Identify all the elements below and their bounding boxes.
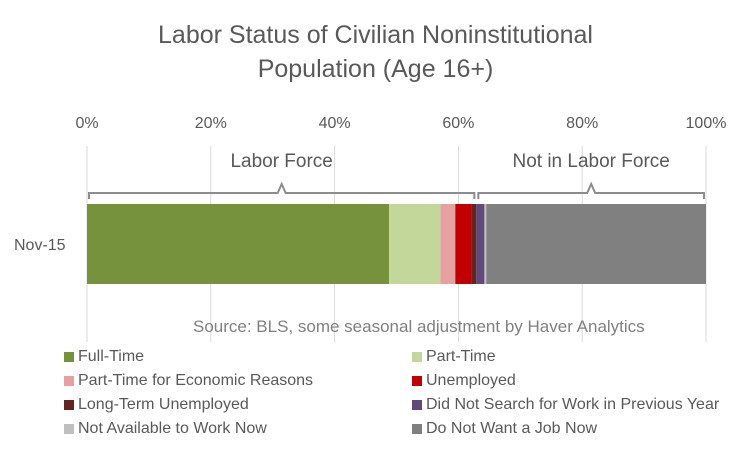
legend-label: Full-Time <box>78 348 145 365</box>
bar-segment <box>486 204 706 284</box>
legend-swatch <box>412 400 422 410</box>
x-tick-label: 20% <box>195 115 227 132</box>
bracket <box>88 181 476 199</box>
legend-swatch <box>412 376 422 386</box>
legend-swatch <box>412 424 422 434</box>
legend-item: Part-Time <box>412 346 496 368</box>
legend-item: Part-Time for Economic Reasons <box>64 370 313 392</box>
legend-item: Unemployed <box>412 370 516 392</box>
bracket <box>477 181 705 199</box>
legend-label: Did Not Search for Work in Previous Year <box>426 396 720 413</box>
legend-swatch <box>412 352 422 362</box>
legend-label: Part-Time for Economic Reasons <box>78 372 314 389</box>
legend-label: Do Not Want a Job Now <box>426 420 598 437</box>
bar-segment <box>440 204 456 284</box>
legend-item: Do Not Want a Job Now <box>412 418 597 440</box>
y-category-label: Nov-15 <box>14 237 66 254</box>
legend-item: Not Available to Work Now <box>64 418 267 440</box>
legend-swatch <box>64 400 74 410</box>
x-tick-label: 100% <box>686 115 727 132</box>
x-tick-label: 80% <box>566 115 598 132</box>
source-annotation: Source: BLS, some seasonal adjustment by… <box>193 317 645 336</box>
bar-segment <box>476 204 485 284</box>
bar-segment <box>455 204 472 284</box>
x-tick-label: 40% <box>319 115 351 132</box>
chart-title-line-1: Labor Status of Civilian Noninstitutiona… <box>158 21 593 49</box>
bar-segment <box>389 204 441 284</box>
bracket-label: Not in Labor Force <box>512 151 669 172</box>
bar-segment <box>484 204 487 284</box>
legend-item: Did Not Search for Work in Previous Year <box>412 394 719 416</box>
legend-swatch <box>64 376 74 386</box>
bar-segment <box>87 204 390 284</box>
legend-item: Full-Time <box>64 346 144 368</box>
legend-label: Long-Term Unemployed <box>78 396 249 413</box>
chart-title: Labor Status of Civilian Noninstitutiona… <box>0 18 751 86</box>
legend-swatch <box>64 352 74 362</box>
legend-item: Long-Term Unemployed <box>64 394 249 416</box>
bracket-label: Labor Force <box>230 151 332 172</box>
legend-label: Part-Time <box>426 348 496 365</box>
legend-label: Not Available to Work Now <box>78 420 267 437</box>
legend-label: Unemployed <box>426 372 516 389</box>
legend-swatch <box>64 424 74 434</box>
bar-segment <box>471 204 477 284</box>
x-tick-label: 0% <box>75 115 98 132</box>
x-tick-label: 60% <box>442 115 474 132</box>
chart-title-line-2: Population (Age 16+) <box>257 55 494 83</box>
